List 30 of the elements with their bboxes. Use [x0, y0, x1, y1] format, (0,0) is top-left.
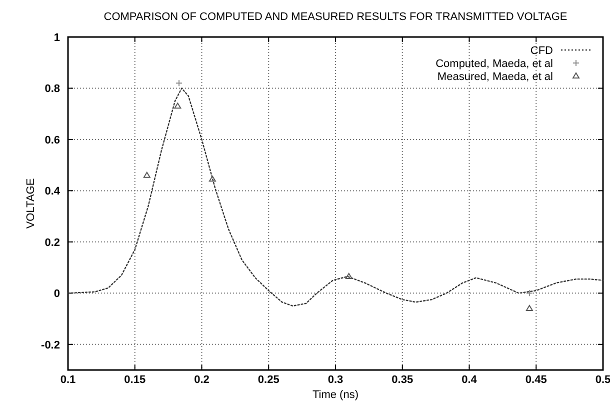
point [345, 273, 352, 280]
point [174, 102, 182, 109]
y-tick-label: 0.6 [44, 134, 60, 146]
legend-label: Measured, Maeda, et al [437, 71, 553, 83]
x-tick-label: 0.1 [60, 374, 76, 386]
point [526, 290, 533, 297]
point [526, 305, 533, 312]
point [208, 176, 216, 182]
x-tick-label: 0.15 [124, 374, 146, 386]
y-axis-title: VOLTAGE [25, 178, 37, 229]
x-tick-label: 0.35 [392, 374, 414, 386]
y-tick-label: -0.2 [41, 339, 60, 352]
y-tick-label: 0.8 [44, 83, 60, 96]
x-tick-label: 0.2 [194, 374, 210, 386]
x-tick-label: 0.3 [328, 374, 344, 386]
x-tick-label: 0.4 [462, 374, 478, 386]
y-tick-label: 0.4 [44, 186, 61, 198]
point [143, 172, 150, 178]
x-tick-label: 0.25 [258, 374, 280, 386]
x-tick-label: 0.5 [595, 374, 610, 386]
y-tick-label: 1 [54, 32, 60, 44]
y-tick-label: 0 [54, 288, 60, 300]
point [176, 80, 183, 87]
x-axis-title: Time (ns) [312, 389, 359, 401]
chart-title: COMPARISON OF COMPUTED AND MEASURED RESULTS FOR TRANSMITTED VOLTAGE [104, 11, 568, 23]
legend-label: Computed, Maeda, et al [436, 58, 553, 70]
x-tick-label: 0.45 [525, 374, 547, 386]
y-tick-label: 0.2 [44, 236, 60, 249]
legend-label: CFD [530, 45, 554, 57]
line-series [67, 88, 604, 307]
